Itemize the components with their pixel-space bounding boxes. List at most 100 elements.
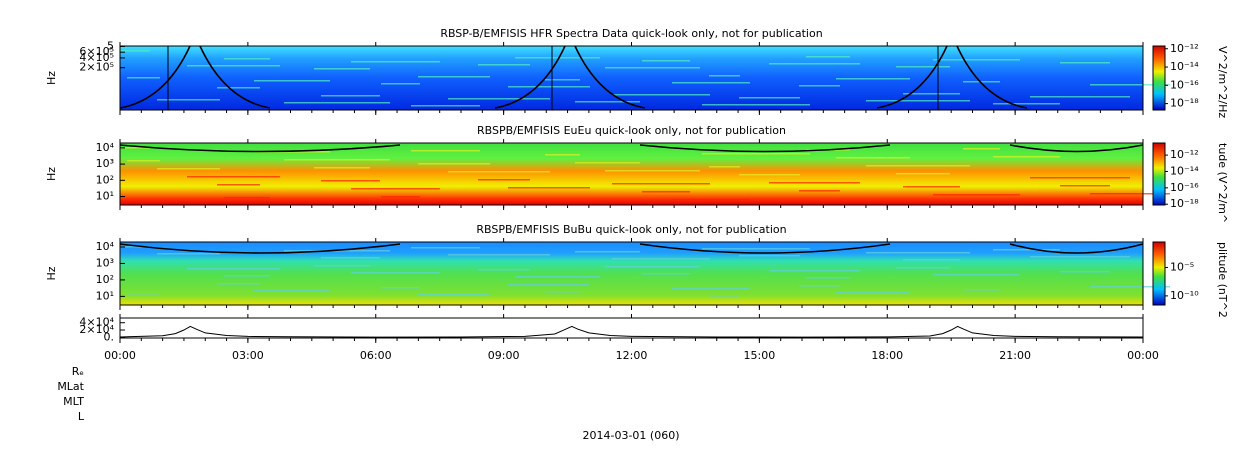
spectrogram-texture (702, 104, 810, 106)
spectrogram-texture (709, 166, 740, 168)
x-tick-label: 03:00 (232, 349, 264, 362)
spectrogram-texture (806, 56, 850, 58)
spectrogram-texture (157, 99, 220, 101)
spectrogram-texture (896, 173, 950, 175)
spectrogram-texture (157, 168, 220, 170)
spectrogram-texture (575, 101, 640, 103)
spectrogram-texture (545, 79, 580, 81)
colorbar-label: V^2/m^2/Hz (1216, 46, 1229, 118)
spectrogram-texture (127, 77, 160, 79)
spectrogram-texture (515, 57, 600, 59)
spectrogram-texture (411, 247, 480, 249)
spectrogram-texture (993, 249, 1060, 251)
spectrogram-texture (515, 200, 600, 202)
spectrogram-texture (224, 197, 270, 199)
spectrogram-texture (314, 68, 370, 70)
y-tick-label: 10⁴ (96, 240, 115, 253)
spectrogram-texture (963, 148, 1000, 150)
spectrogram-texture (836, 157, 910, 159)
spectrogram-texture (739, 255, 800, 257)
line-series (119, 325, 1144, 338)
spectrogram-texture (933, 59, 1020, 61)
spectrogram-texture (478, 179, 530, 181)
spectrogram-texture (508, 187, 590, 189)
spectrogram-texture (702, 153, 810, 155)
spectrogram-texture (381, 287, 420, 289)
spectrogram-texture (127, 293, 160, 295)
y-tick-label: 4×10⁵ (79, 51, 114, 64)
spectrogram-texture (672, 288, 750, 290)
spectrogram-texture (933, 274, 1020, 276)
spectrogram-texture (157, 253, 220, 255)
spectrogram-texture (642, 60, 690, 62)
spectrogram-texture (605, 266, 700, 268)
spectrogram-texture (1060, 185, 1110, 187)
spectrogram-texture (642, 273, 690, 275)
spectrogram-texture (217, 184, 260, 186)
spectrogram-texture (411, 105, 480, 107)
y-axis-label: Hz (45, 266, 58, 280)
spectrogram-texture (799, 190, 840, 192)
gyro-curve (1009, 144, 1144, 153)
colorbar (1152, 45, 1166, 111)
spectrogram-texture (127, 160, 160, 162)
spectrogram-texture (448, 254, 550, 256)
spectrogram-texture (418, 163, 490, 165)
ephemeris-label: L (78, 410, 85, 423)
gyro-curve (639, 144, 891, 153)
y-tick-label: 10³ (96, 157, 114, 170)
x-axis-label: 2014-03-01 (060) (582, 429, 679, 442)
spectrogram-texture (224, 275, 270, 277)
spectrogram-texture (321, 95, 380, 97)
spectrogram-texture (418, 294, 490, 296)
spectrogram-texture (866, 252, 970, 254)
colorbar-label: plitude (nT^2 (1216, 242, 1229, 318)
spectrogram-texture (709, 295, 740, 297)
spectrogram-texture (769, 182, 860, 184)
spectrogram-texture (1030, 96, 1130, 98)
colorbar-tick-label: 10⁻¹⁸ (1170, 97, 1199, 110)
colorbar-tick-label: 10⁻¹⁰ (1170, 289, 1199, 302)
spectrogram-texture (508, 86, 590, 88)
ephemeris-label: MLat (57, 380, 84, 393)
x-tick-label: 21:00 (999, 349, 1031, 362)
spectrogram-texture (933, 194, 1020, 196)
y-tick-label: 2×10⁴ (79, 323, 114, 336)
spectrogram-texture (321, 180, 380, 182)
spectrogram-texture (217, 283, 260, 285)
spectrogram-texture (903, 186, 960, 188)
spectrogram-texture (314, 265, 370, 267)
spectrogram-texture (575, 251, 640, 253)
x-tick-label: 00:00 (104, 349, 136, 362)
spectrogram-texture (769, 63, 860, 65)
spectrogram-image (120, 46, 1143, 110)
spectrogram-texture (575, 162, 640, 164)
spectrogram-texture (605, 67, 700, 69)
spectrogram-texture (1030, 177, 1130, 179)
spectrogram-texture (448, 171, 550, 173)
colorbar-label: tude (V^2/m^ (1216, 143, 1229, 223)
spectrogram-texture (187, 268, 280, 270)
spectrogram-texture (448, 98, 550, 100)
spectrogram-texture (1060, 62, 1110, 64)
colorbar-tick-label: 10⁻¹⁴ (1170, 60, 1199, 73)
ephemeris-label: MLT (63, 395, 84, 408)
spectrogram-texture (284, 159, 390, 161)
y-tick-label: 5 (107, 39, 114, 52)
spectrogram-texture (254, 80, 330, 82)
spectrogram-texture (381, 196, 420, 198)
spectrogram-texture (120, 147, 150, 149)
spectrogram-texture (896, 66, 950, 68)
y-tick-label: 10² (96, 273, 114, 286)
y-tick-label: 10² (96, 173, 114, 186)
spectrogram-texture (1030, 256, 1130, 258)
spectrogram-texture (806, 277, 850, 279)
y-tick-label: 2×10⁵ (79, 61, 114, 74)
spectrogram-texture (217, 87, 260, 89)
spectrogram-texture (314, 167, 370, 169)
colorbar-tick-label: 10⁻⁵ (1170, 260, 1194, 273)
gyro-curve (1009, 243, 1144, 254)
gyro-curve (119, 45, 271, 109)
